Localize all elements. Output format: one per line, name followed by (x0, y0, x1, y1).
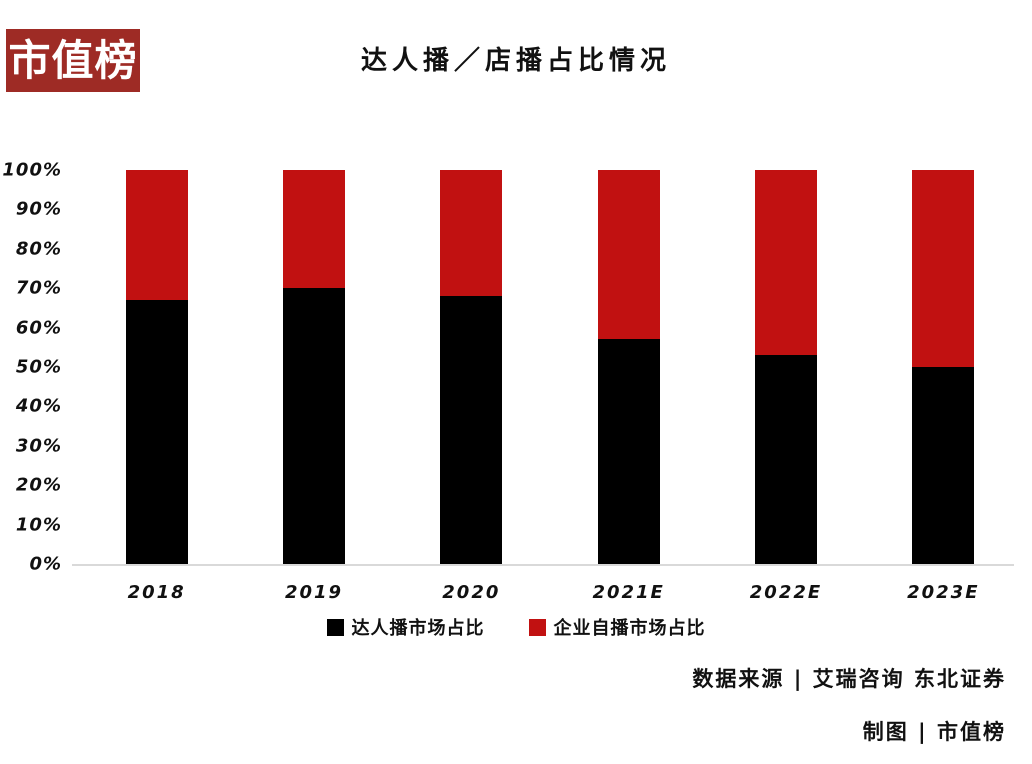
bars (78, 170, 1022, 564)
y-tick-label-50%: 50% (15, 356, 62, 378)
bar-stack-2018 (125, 170, 188, 564)
y-tick-label-30%: 30% (15, 435, 62, 457)
x-tick-label-2020: 2020 (442, 582, 501, 603)
bar-stack-2023E (912, 170, 975, 564)
x-axis-line (72, 564, 1014, 566)
bar-slot-2023E (865, 170, 1022, 564)
bar-segment-series0-2018 (125, 300, 188, 564)
bar-segment-series0-2022E (754, 355, 817, 564)
bar-stack-2020 (440, 170, 503, 564)
y-tick-label-70%: 70% (15, 277, 62, 299)
bar-slot-2019 (235, 170, 392, 564)
x-tick-label-2021E: 2021E (592, 582, 665, 603)
bar-segment-series0-2020 (440, 296, 503, 564)
plot-area (72, 170, 1022, 566)
bar-segment-series1-2019 (282, 170, 345, 289)
bar-stack-2019 (282, 170, 345, 564)
x-tick-label-2023E: 2023E (907, 582, 980, 603)
x-tick-label-2019: 2019 (284, 582, 344, 603)
legend: 达人播市场占比 企业自播市场占比 (0, 614, 1032, 640)
data-source-text: 数据来源 | 艾瑞咨询 东北证券 (692, 667, 1006, 691)
x-tick-label-2018: 2018 (127, 582, 186, 603)
y-tick-label-10%: 10% (15, 514, 62, 536)
y-tick-label-20%: 20% (15, 474, 62, 496)
brand-logo-text: 市值榜 (8, 35, 138, 85)
bar-segment-series1-2018 (125, 170, 188, 301)
y-tick-label-60%: 60% (15, 317, 62, 339)
y-tick-label-80%: 80% (15, 238, 62, 260)
bar-segment-series0-2019 (282, 288, 345, 564)
bar-slot-2022E (707, 170, 864, 564)
chart-title: 达人播／店播占比情况 (360, 46, 671, 76)
y-tick-label-100%: 100% (2, 159, 62, 181)
legend-label-1: 企业自播市场占比 (553, 618, 706, 639)
legend-swatch-icon (326, 618, 344, 636)
credit-text: 制图 | 市值榜 (862, 720, 1006, 744)
y-tick-label-0%: 0% (29, 553, 62, 575)
bar-segment-series1-2022E (754, 170, 817, 356)
legend-item-1: 企业自播市场占比 (528, 614, 706, 640)
bar-slot-2021E (550, 170, 707, 564)
x-axis: 2018 2019 2020 2021E 2022E 2023E (78, 582, 1022, 603)
bar-segment-series1-2021E (597, 170, 660, 340)
bar-slot-2018 (78, 170, 235, 564)
legend-swatch-icon (528, 618, 546, 636)
legend-item-0: 达人播市场占比 (326, 614, 485, 640)
bar-segment-series0-2023E (912, 367, 975, 564)
x-tick-label-2022E: 2022E (749, 582, 823, 603)
bar-segment-series0-2021E (597, 339, 660, 564)
y-tick-label-90%: 90% (15, 198, 62, 220)
bar-segment-series1-2023E (912, 170, 975, 367)
y-axis: 0% 10% 20% 30% 40% 50% 60% 70% 80% 90% 100% (0, 160, 62, 575)
y-tick-label-40%: 40% (15, 395, 62, 417)
bar-segment-series1-2020 (440, 170, 503, 297)
bar-stack-2021E (597, 170, 660, 564)
legend-label-0: 达人播市场占比 (351, 618, 485, 639)
bar-stack-2022E (754, 170, 817, 564)
bar-slot-2020 (393, 170, 550, 564)
brand-logo: 市值榜 (6, 29, 140, 92)
